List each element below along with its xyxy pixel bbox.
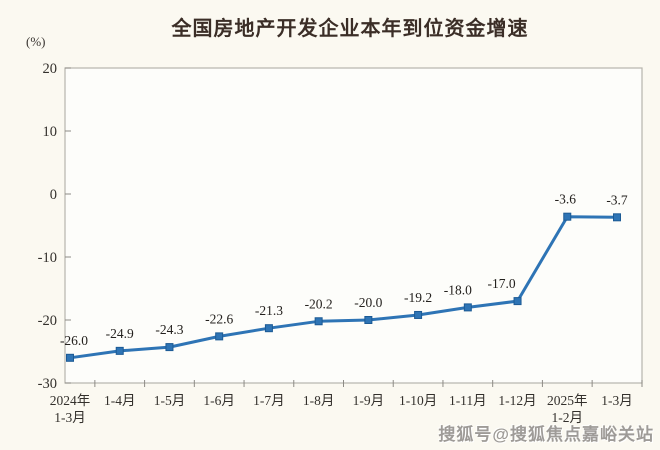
plot-area	[64, 67, 643, 384]
data-point-label: -26.0	[60, 333, 88, 348]
data-point-marker	[364, 316, 373, 324]
x-axis-category-label: 1-7月	[253, 393, 285, 408]
data-point-label: -17.0	[487, 276, 515, 291]
y-axis-tick-label: -20	[38, 313, 57, 329]
data-point-label: -18.0	[444, 282, 472, 297]
x-axis-category-label: 1-6月	[203, 393, 235, 408]
data-point-marker	[414, 310, 423, 319]
data-point-label: -3.7	[606, 192, 628, 207]
y-axis-tick-label: 10	[43, 124, 58, 140]
data-point-marker	[66, 353, 74, 362]
data-point-label: -24.9	[106, 326, 134, 341]
data-point-marker	[463, 303, 472, 312]
data-point-marker	[613, 213, 621, 222]
x-axis-category-label: 1-8月	[303, 393, 335, 408]
x-axis-category-label: 2025年 1-2月	[547, 393, 588, 425]
data-point-label: -3.6	[555, 192, 577, 207]
data-point-label: -22.6	[205, 311, 233, 326]
x-axis-category-label: 1-5月	[154, 393, 186, 408]
data-point-marker	[264, 324, 273, 333]
data-point-marker	[563, 212, 572, 221]
watermark: 搜狐号@搜狐焦点嘉峪关站	[438, 425, 654, 444]
data-point-label: -19.2	[404, 290, 432, 305]
y-axis-tick-label: -30	[38, 376, 57, 392]
y-axis-tick-label: 20	[43, 61, 58, 77]
data-point-label: -20.0	[354, 295, 382, 310]
data-point-marker	[314, 317, 323, 326]
data-point-marker	[513, 297, 522, 306]
data-point-marker	[165, 343, 174, 352]
x-axis-category-label: 1-10月	[399, 393, 437, 408]
x-axis-category-label: 2024年 1-3月	[50, 393, 91, 425]
x-axis-category-label: 1-4月	[104, 393, 136, 408]
x-axis-category-label: 1-3月	[601, 393, 633, 408]
x-axis-category-label: 1-9月	[353, 393, 385, 408]
x-axis-category-label: 1-12月	[498, 393, 536, 408]
chart-title: 全国房地产开发企业本年到位资金增速	[171, 18, 529, 40]
x-axis-category-label: 1-11月	[449, 393, 487, 408]
y-axis-tick-label: 0	[50, 187, 57, 203]
y-axis-tick-label: -10	[38, 250, 57, 266]
data-line	[68, 215, 619, 360]
data-point-label: -24.3	[155, 322, 183, 337]
data-point-label: -20.2	[305, 296, 333, 311]
data-point-marker	[215, 332, 224, 341]
data-point-marker	[115, 346, 124, 355]
data-point-label: -21.3	[255, 303, 283, 318]
y-axis-unit-label: (%)	[26, 34, 46, 49]
